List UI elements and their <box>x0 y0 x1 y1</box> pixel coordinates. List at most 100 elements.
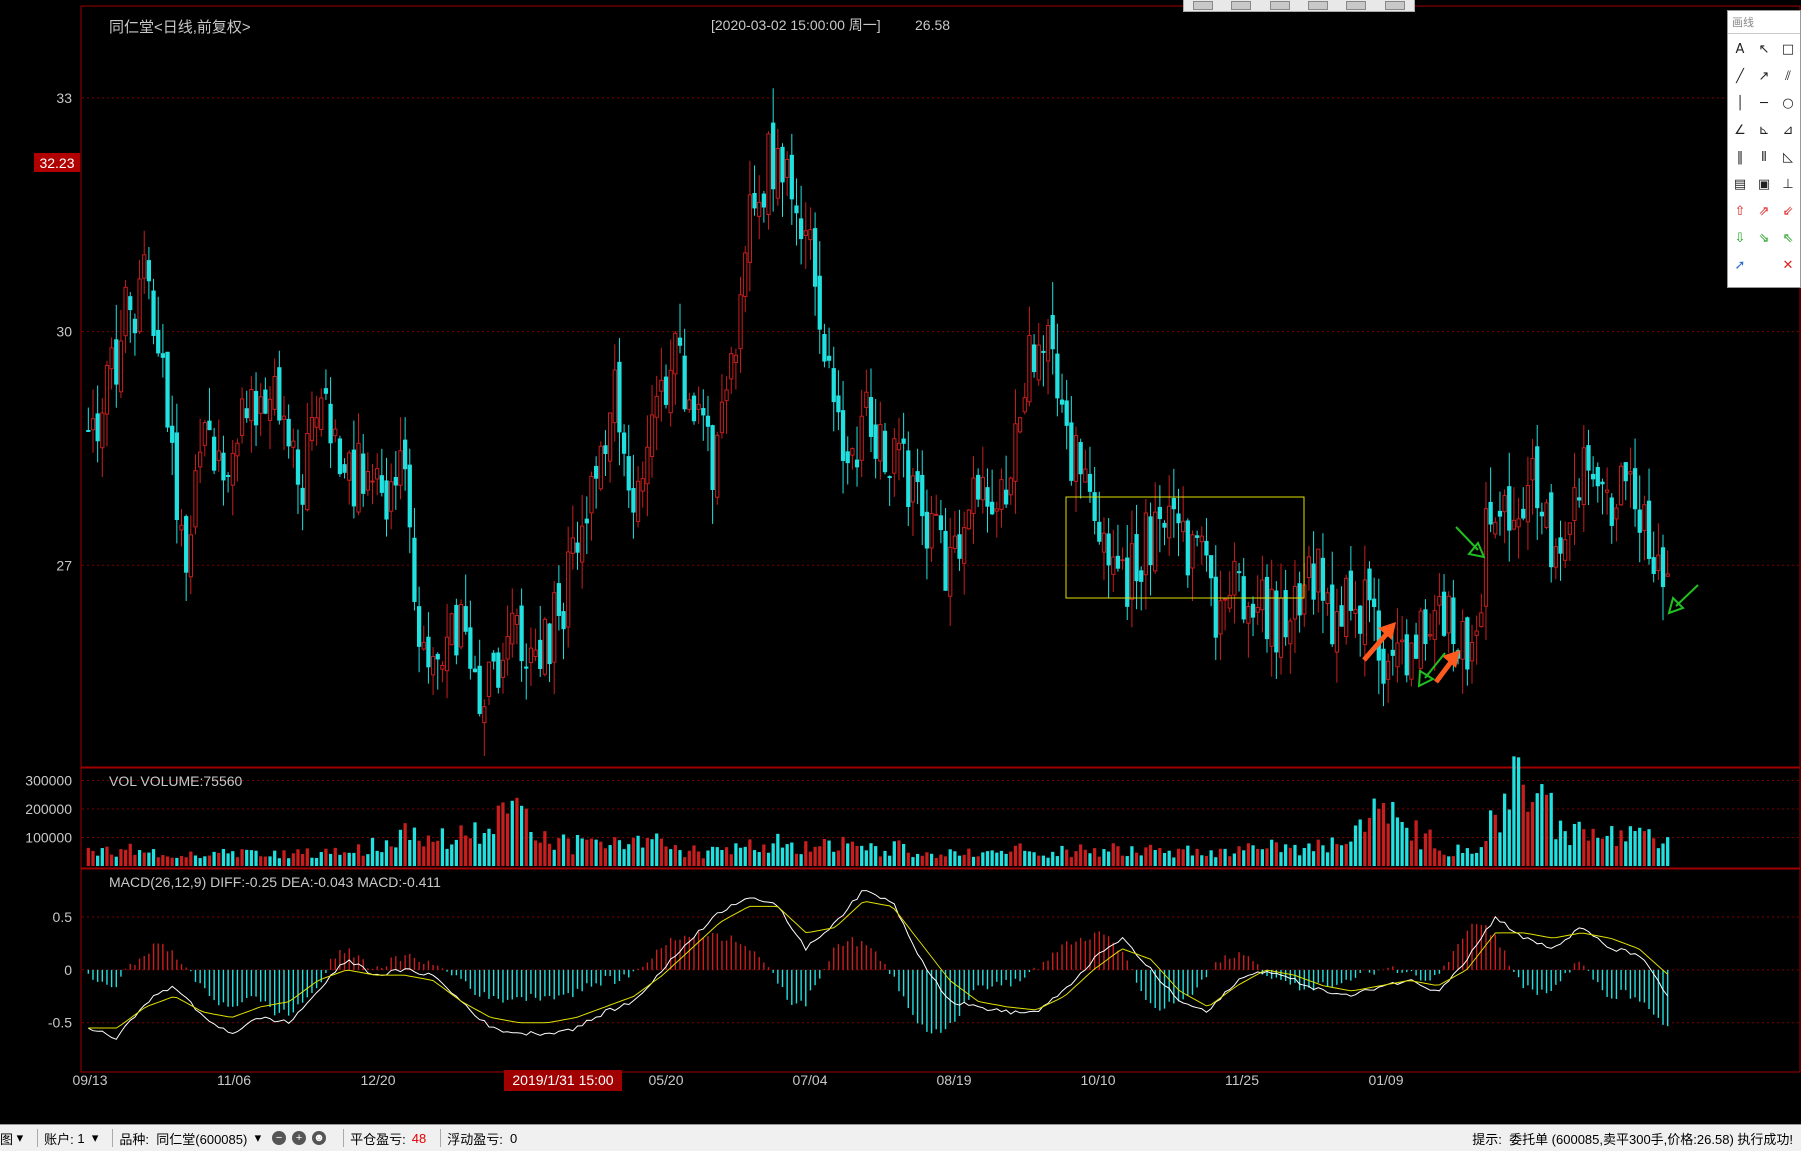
symbol-field[interactable]: 品种: 同仁堂(600085) ▾ <box>119 1129 261 1148</box>
strip-button[interactable] <box>1193 1 1214 10</box>
candle-down <box>1390 649 1395 656</box>
ellipse-tool-icon[interactable]: ○ <box>1782 96 1794 111</box>
candle-down <box>761 193 766 208</box>
candle-up <box>668 369 673 414</box>
candle-down <box>538 639 543 669</box>
gann-tool-icon[interactable]: ⊿ <box>1782 123 1794 138</box>
candle-up <box>1656 554 1661 572</box>
down-arrow-annotation-1[interactable] <box>1417 652 1446 688</box>
cycle-lines-icon[interactable]: ⦀ <box>1761 150 1767 165</box>
angle-tool-icon[interactable]: ∠ <box>1734 123 1746 138</box>
vline-tool-icon[interactable]: │ <box>1736 96 1744 111</box>
dropdown-icon[interactable]: ▾ <box>16 1130 24 1145</box>
account-label: 账户: <box>44 1131 74 1147</box>
label-tool-icon[interactable]: ▣ <box>1757 177 1771 192</box>
chart-menu[interactable]: 图 ▾ <box>0 1129 23 1148</box>
candle-down <box>1097 521 1102 542</box>
account-field[interactable]: 账户: 1 ▾ <box>44 1129 98 1148</box>
candle-up <box>659 379 664 392</box>
note-tool-icon[interactable]: ▤ <box>1733 177 1747 192</box>
down-arrow-annotation-3[interactable] <box>1667 584 1699 615</box>
delete-icon[interactable]: ✕ <box>1782 258 1794 273</box>
strip-button[interactable] <box>1384 1 1405 10</box>
volume-bar <box>370 837 375 866</box>
candle-up <box>1255 606 1260 613</box>
volume-bar <box>813 846 817 866</box>
arrow-tool-icon[interactable]: ↖ <box>1758 42 1770 57</box>
candle-down <box>710 425 715 490</box>
strip-button[interactable] <box>1231 1 1252 10</box>
cursor-info: [2020-03-02 15:00:00 周一] <box>711 17 881 33</box>
down-left-arrow-icon[interactable]: ⇙ <box>1782 204 1794 219</box>
volume-bar <box>617 840 622 866</box>
tip-text: 委托单 (600085,卖平300手,价格:26.58) 执行成功! <box>1509 1131 1793 1147</box>
volume-bar <box>1046 857 1050 866</box>
fan-tool-icon[interactable]: ⊾ <box>1758 123 1770 138</box>
volume-bar <box>1256 848 1260 866</box>
hline-tool-icon[interactable]: ─ <box>1760 96 1768 111</box>
ray-tool-icon[interactable]: ↗ <box>1758 69 1770 84</box>
up-left-arrow-icon[interactable]: ⇖ <box>1782 231 1794 246</box>
tip-label: 提示: <box>1472 1131 1502 1147</box>
speed-lines-icon[interactable]: ◺ <box>1783 150 1793 165</box>
candle-down <box>1264 576 1270 640</box>
up-arrow-annotation-1[interactable] <box>1362 622 1396 662</box>
volume-bar <box>417 840 421 866</box>
line-tool-icon[interactable]: ╱ <box>1736 69 1744 84</box>
up-arrow-annotation-2[interactable] <box>1434 650 1460 684</box>
volume-bar <box>389 846 393 866</box>
fib-lines-icon[interactable]: ‖ <box>1736 150 1744 165</box>
up-right-arrow-icon[interactable]: ⇗ <box>1758 204 1770 219</box>
candle-up <box>305 433 310 511</box>
volume-bar <box>808 851 813 866</box>
parallel-tool-icon[interactable]: ⫽ <box>1785 69 1791 84</box>
volume-bar <box>1507 809 1511 866</box>
down-arrow-annotation-2[interactable] <box>1455 526 1486 559</box>
date-tick-label: 09/13 <box>72 1072 107 1088</box>
up-arrow-icon[interactable]: ⇧ <box>1734 204 1746 219</box>
dropdown-icon[interactable]: ▾ <box>254 1130 262 1145</box>
rect-tool-icon[interactable]: □ <box>1781 42 1795 57</box>
zoom-in-icon[interactable]: + <box>292 1131 307 1145</box>
candle-down <box>1381 648 1386 684</box>
candle-up <box>934 513 939 516</box>
volume-bar <box>990 850 994 866</box>
volume-bar <box>333 847 337 866</box>
candle-up <box>1190 534 1195 569</box>
candle-up <box>1516 518 1521 528</box>
candle-up <box>123 286 128 337</box>
zoom-out-icon[interactable]: − <box>272 1131 287 1145</box>
selection-box[interactable] <box>1065 496 1305 599</box>
candle-down <box>1055 353 1060 399</box>
volume-bar <box>128 843 132 866</box>
volume-bar <box>277 858 281 866</box>
text-tool-icon[interactable]: A <box>1735 42 1745 57</box>
down-arrow-icon[interactable]: ⇩ <box>1734 231 1746 246</box>
top-toolbar-strip[interactable] <box>1183 0 1415 12</box>
candle-up <box>398 450 403 486</box>
pointer-icon[interactable]: ➚ <box>1734 258 1746 273</box>
float-pnl: 浮动盈亏: 0 <box>447 1129 517 1148</box>
candle-down <box>160 353 166 358</box>
drawing-toolbar[interactable]: 画线 A ↖ □ ╱ ↗ ⫽ │ ─ ○ ∠ ⊾ ⊿ ‖ ⦀ ◺ ▤ ▣ ⊥ ⇧ ⇗ ⇙ ⇩ ⇘ ⇖ ➚ ✕ <box>1727 10 1801 288</box>
strip-button[interactable] <box>1346 1 1367 10</box>
price-tick-label: 30 <box>56 324 72 340</box>
symbol-value: 同仁堂(600085) <box>156 1131 248 1147</box>
candle-up <box>188 534 193 578</box>
down-right-arrow-icon[interactable]: ⇘ <box>1758 231 1770 246</box>
candle-down <box>351 449 357 507</box>
volume-bar <box>557 838 561 866</box>
volume-bar <box>133 854 137 866</box>
strip-button[interactable] <box>1269 1 1290 10</box>
macd-lines <box>88 890 1669 1040</box>
candle-up <box>137 278 142 333</box>
chart-canvas[interactable]: 27303309/1311/0612/2003/2905/2007/0408/1… <box>0 0 1801 1124</box>
candle-down <box>617 361 622 433</box>
avatar-icon[interactable]: ☻ <box>312 1131 327 1145</box>
candle-up <box>291 440 296 448</box>
candle-up <box>505 636 510 660</box>
strip-button[interactable] <box>1308 1 1329 10</box>
measure-tool-icon[interactable]: ⊥ <box>1782 177 1794 192</box>
dropdown-icon[interactable]: ▾ <box>91 1130 99 1145</box>
candle-down <box>1632 468 1638 510</box>
